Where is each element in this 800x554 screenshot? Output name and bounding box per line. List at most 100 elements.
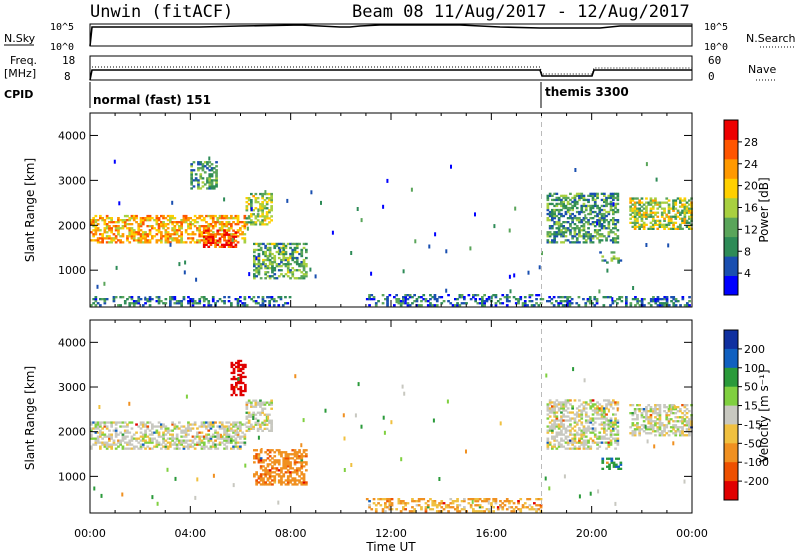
data-cell bbox=[187, 227, 190, 230]
data-cell bbox=[298, 263, 301, 266]
data-cell bbox=[268, 413, 271, 416]
data-cell bbox=[607, 212, 611, 216]
data-cell bbox=[277, 263, 281, 266]
data-cell bbox=[94, 437, 98, 440]
data-cell bbox=[663, 227, 666, 230]
data-cell bbox=[270, 296, 274, 299]
data-cell bbox=[508, 500, 511, 503]
data-cell bbox=[460, 508, 464, 511]
data-cell bbox=[551, 411, 554, 414]
data-cell bbox=[273, 269, 277, 272]
data-cell bbox=[305, 469, 308, 472]
data-cell bbox=[223, 429, 226, 432]
data-cell bbox=[282, 256, 286, 260]
data-cell bbox=[239, 227, 242, 230]
data-cell bbox=[202, 219, 206, 222]
data-cell bbox=[117, 231, 120, 234]
data-cell bbox=[368, 304, 371, 307]
data-cell bbox=[440, 506, 444, 509]
data-cell bbox=[638, 404, 641, 407]
data-cell bbox=[302, 465, 306, 468]
data-cell bbox=[197, 181, 200, 184]
data-cell bbox=[649, 410, 653, 413]
data-cell bbox=[505, 304, 509, 307]
data-cell bbox=[103, 443, 107, 446]
data-cell bbox=[679, 199, 682, 202]
data-cell bbox=[612, 433, 615, 436]
data-cell bbox=[263, 403, 267, 406]
data-cell bbox=[382, 415, 385, 420]
data-cell bbox=[156, 501, 159, 506]
data-cell bbox=[589, 239, 593, 242]
data-cell bbox=[282, 242, 286, 246]
data-cell bbox=[220, 233, 224, 236]
data-cell bbox=[481, 296, 484, 299]
data-cell bbox=[528, 504, 532, 507]
data-cell bbox=[264, 273, 267, 276]
data-cell bbox=[607, 223, 611, 226]
data-cell bbox=[636, 300, 639, 303]
data-cell bbox=[275, 300, 278, 303]
data-cell bbox=[656, 296, 660, 299]
data-cell bbox=[243, 227, 247, 230]
data-cell bbox=[268, 248, 272, 252]
data-cell bbox=[685, 408, 689, 411]
data-cell bbox=[514, 302, 518, 305]
data-cell bbox=[667, 211, 671, 214]
data-cell bbox=[105, 241, 109, 244]
data-cell bbox=[676, 211, 680, 214]
data-cell bbox=[132, 302, 136, 305]
data-cell bbox=[580, 221, 584, 224]
data-cell bbox=[578, 445, 581, 448]
data-cell bbox=[273, 277, 277, 280]
data-cell bbox=[562, 231, 565, 234]
data-cell bbox=[232, 375, 236, 379]
data-cell bbox=[250, 201, 253, 204]
data-cell bbox=[277, 469, 281, 472]
data-cell bbox=[685, 211, 689, 214]
data-cell bbox=[584, 427, 588, 430]
data-cell bbox=[271, 471, 274, 474]
data-cell bbox=[239, 369, 243, 373]
data-cell bbox=[105, 421, 109, 424]
data-cell bbox=[386, 302, 389, 305]
data-cell bbox=[187, 296, 190, 299]
data-cell bbox=[230, 383, 234, 387]
data-cell bbox=[476, 510, 480, 513]
data-cell bbox=[400, 457, 403, 462]
data-cell bbox=[598, 235, 602, 238]
data-cell bbox=[169, 214, 172, 218]
data-cell bbox=[237, 363, 240, 367]
data-cell bbox=[649, 298, 653, 301]
data-cell bbox=[580, 219, 584, 222]
data-cell bbox=[253, 277, 256, 280]
data-cell bbox=[128, 227, 132, 230]
data-cell bbox=[593, 231, 597, 234]
data-cell bbox=[132, 233, 136, 236]
data-cell bbox=[96, 421, 100, 424]
data-cell bbox=[372, 502, 376, 505]
data-cell bbox=[571, 196, 574, 200]
data-cell bbox=[469, 506, 473, 509]
data-cell bbox=[649, 199, 653, 202]
data-cell bbox=[223, 239, 226, 242]
data-cell bbox=[472, 508, 475, 511]
data-cell bbox=[166, 239, 170, 242]
data-cell bbox=[223, 300, 226, 303]
data-cell bbox=[220, 423, 224, 426]
data-cell bbox=[612, 257, 616, 260]
data-cell bbox=[236, 214, 240, 218]
data-cell bbox=[256, 427, 260, 430]
data-cell bbox=[252, 296, 256, 299]
data-cell bbox=[638, 225, 641, 228]
data-cell bbox=[631, 418, 635, 421]
data-cell bbox=[478, 504, 482, 507]
data-cell bbox=[208, 179, 212, 182]
data-cell bbox=[557, 425, 561, 428]
data-cell bbox=[546, 217, 550, 220]
data-cell bbox=[232, 387, 236, 391]
data-cell bbox=[401, 384, 404, 389]
data-cell bbox=[633, 217, 637, 220]
data-cell bbox=[148, 304, 152, 307]
data-cell bbox=[207, 433, 211, 436]
